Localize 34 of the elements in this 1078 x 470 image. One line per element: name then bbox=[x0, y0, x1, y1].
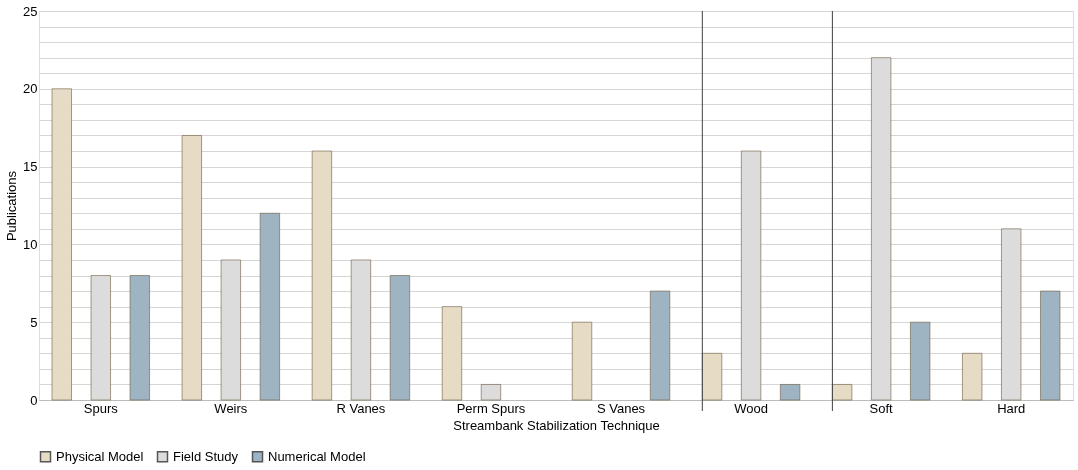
bar bbox=[441, 306, 462, 401]
bar bbox=[51, 88, 72, 401]
x-axis-title: Streambank Stabilization Technique bbox=[453, 417, 660, 433]
x-tick-label: R Vanes bbox=[336, 400, 386, 416]
y-tick-label: 0 bbox=[30, 392, 38, 408]
y-axis-title: Publications bbox=[4, 170, 20, 242]
legend-label: Numerical Model bbox=[268, 448, 366, 464]
x-tick-label: Perm Spurs bbox=[456, 400, 526, 416]
y-tick-label: 20 bbox=[23, 81, 38, 97]
y-tick-label: 5 bbox=[30, 314, 38, 330]
bar bbox=[571, 321, 593, 401]
bar bbox=[259, 212, 280, 401]
bar bbox=[1040, 290, 1061, 401]
bar bbox=[311, 150, 332, 401]
x-tick-label: S Vanes bbox=[596, 400, 646, 416]
bar bbox=[702, 353, 723, 401]
x-tick-label: Wood bbox=[734, 400, 768, 416]
x-tick-label: Hard bbox=[997, 400, 1026, 416]
x-tick-label: Spurs bbox=[83, 400, 119, 416]
bar bbox=[389, 275, 410, 401]
bar bbox=[832, 384, 853, 401]
bar bbox=[780, 384, 801, 401]
bar bbox=[650, 290, 671, 401]
bar bbox=[129, 275, 150, 401]
bar bbox=[181, 135, 202, 401]
x-tick-label: Weirs bbox=[214, 400, 248, 416]
bar bbox=[910, 321, 931, 401]
legend-label: Physical Model bbox=[56, 448, 144, 464]
y-tick-label: 15 bbox=[23, 159, 38, 175]
y-tick-label: 10 bbox=[23, 236, 38, 252]
legend-label: Field Study bbox=[173, 448, 239, 464]
y-tick-label: 25 bbox=[23, 3, 38, 19]
bar bbox=[962, 353, 983, 401]
x-tick-label: Soft bbox=[869, 400, 894, 416]
